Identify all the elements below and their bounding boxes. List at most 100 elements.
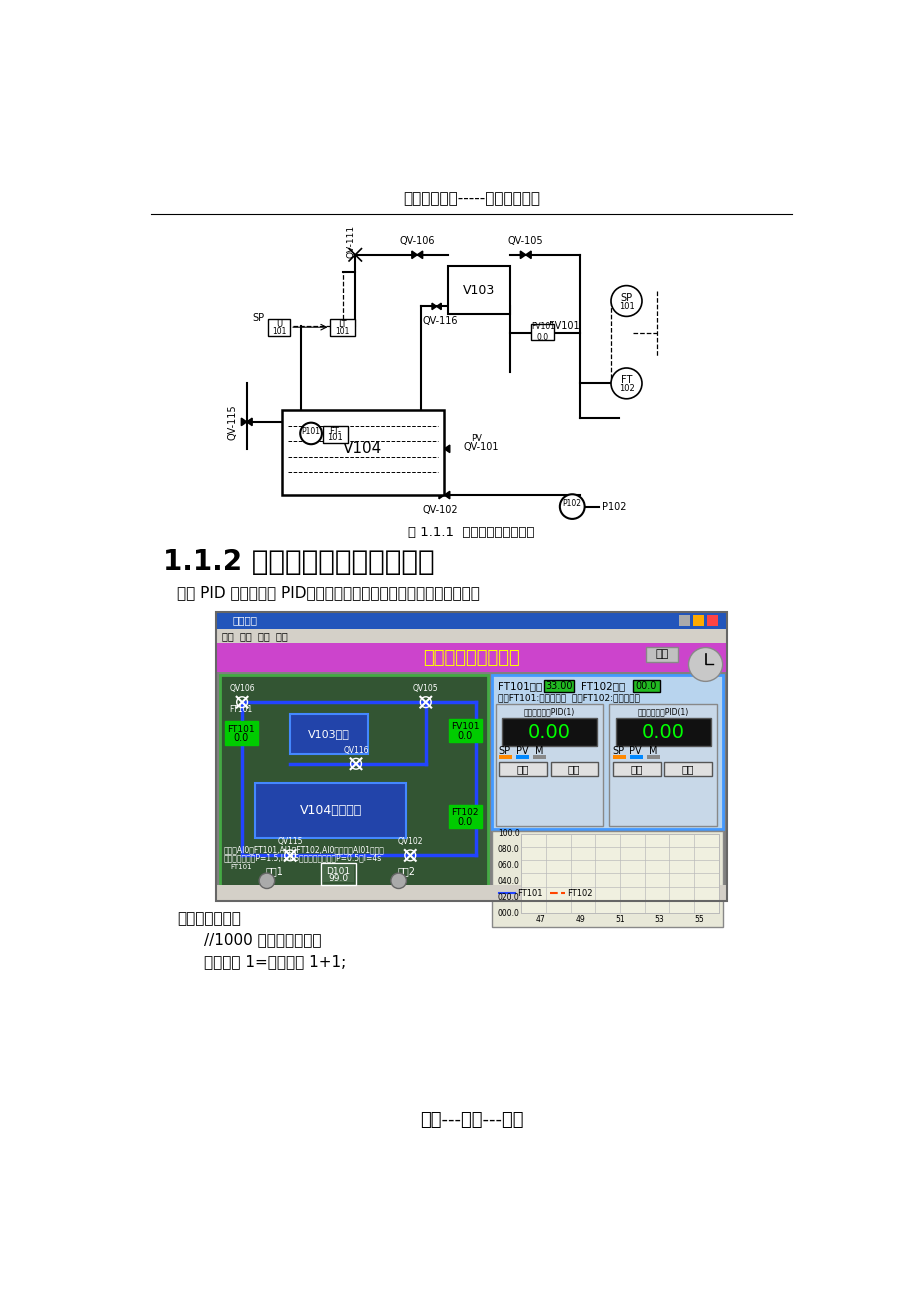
Text: 040.0: 040.0 [497,878,519,885]
Text: 49: 49 [575,915,584,924]
Text: QV-101: QV-101 [463,443,499,452]
Text: PV: PV [471,435,482,443]
Text: 99.0: 99.0 [328,874,348,883]
Text: 33.00: 33.00 [545,681,573,691]
Text: 参数: 参数 [567,764,580,775]
Text: 返回: 返回 [655,650,668,659]
Circle shape [300,423,322,444]
Text: V104: V104 [343,441,382,456]
Bar [613,762,660,776]
Text: FT101目标: FT101目标 [497,681,541,691]
Text: 支路2: 支路2 [397,866,415,876]
Text: QV-111: QV-111 [346,224,355,258]
Text: QV115: QV115 [278,837,302,846]
Text: SP: SP [612,746,624,755]
Bar [615,719,710,746]
Text: 51: 51 [615,915,624,924]
Text: M: M [534,746,542,755]
Text: FV101: FV101 [549,320,579,331]
Bar [323,866,353,883]
Circle shape [687,647,721,681]
Text: 100.0: 100.0 [497,829,519,838]
Text: 101: 101 [272,327,286,336]
Polygon shape [437,303,441,310]
Text: 自动: 自动 [630,764,642,775]
Text: 图 1.1.1  程序控制流量流程图: 图 1.1.1 程序控制流量流程图 [408,526,534,539]
Text: FT-: FT- [329,427,341,436]
Text: 0.00: 0.00 [641,723,684,742]
Text: FT102: FT102 [451,807,479,816]
Bar [632,680,659,693]
Bar [281,410,444,495]
Bar [692,615,703,626]
Text: 1.1.2 算法实现和关键操作步骤: 1.1.2 算法实现和关键操作步骤 [163,548,434,575]
Text: 47: 47 [536,915,545,924]
Text: 101: 101 [335,327,349,336]
Polygon shape [438,491,444,499]
Text: 101: 101 [618,302,634,311]
Bar [448,805,481,828]
Polygon shape [417,251,422,259]
Bar [550,762,597,776]
Bar [491,676,722,829]
Bar [321,863,356,884]
Text: 专心---专注---专业: 专心---专注---专业 [419,1112,523,1129]
Text: QV102: QV102 [397,837,423,846]
Text: 060.0: 060.0 [497,861,519,870]
Text: 画面  特殊  调试  关于: 画面 特殊 调试 关于 [221,631,288,641]
Bar [645,647,677,663]
Text: PV: PV [629,746,641,755]
Bar [216,643,726,901]
Text: LT: LT [338,320,346,329]
Text: QV-105: QV-105 [507,236,543,246]
Bar [495,704,603,827]
Text: FT102目标: FT102目标 [580,681,624,691]
Text: FV101
0.0: FV101 0.0 [530,322,554,341]
Text: 020.0: 020.0 [497,893,519,902]
Polygon shape [535,329,540,337]
Polygon shape [438,445,444,453]
Text: 计算机程序控制实验: 计算机程序控制实验 [423,648,519,667]
Bar [330,319,355,336]
Text: 102: 102 [618,384,634,393]
Bar [530,324,554,340]
Bar [225,721,257,745]
Polygon shape [412,251,417,259]
Bar [613,755,625,759]
Text: P102: P102 [562,499,581,508]
Text: 超频配置智能PID(1): 超频配置智能PID(1) [523,708,574,716]
Bar [520,833,718,913]
Bar [491,831,722,927]
Text: SP: SP [252,312,264,323]
Text: FT102: FT102 [567,889,593,897]
Bar [501,719,596,746]
Text: QV106: QV106 [229,684,255,693]
Text: 0.0: 0.0 [457,730,472,741]
Text: QV116: QV116 [343,746,369,755]
Bar [448,267,510,314]
Polygon shape [241,418,246,426]
Text: FT101: FT101 [227,725,255,733]
Text: 参数: 参数 [681,764,694,775]
Text: QV-106: QV-106 [399,236,435,246]
Text: 运行系统: 运行系统 [233,616,257,625]
Text: PV: PV [515,746,528,755]
Polygon shape [444,491,449,499]
Bar [323,426,347,443]
Bar [268,319,289,336]
Bar [608,704,717,827]
Text: QV-115: QV-115 [227,404,237,440]
Text: V104大储水箱: V104大储水箱 [300,805,361,818]
Text: 采用 PID 控制。两个 PID，但是程序控制其给定值。界面如图所示。: 采用 PID 控制。两个 PID，但是程序控制其给定值。界面如图所示。 [176,586,480,600]
Bar [544,680,573,693]
Bar [630,755,642,759]
Bar [221,676,487,898]
Text: V103: V103 [462,284,494,297]
Polygon shape [520,251,525,259]
Text: P101: P101 [301,427,320,436]
Bar [216,885,726,901]
Text: 注意：AI0接FT101,AI1接FT102,AI0变频器，AI01调节阀: 注意：AI0接FT101,AI1接FT102,AI0变频器，AI01调节阀 [223,845,384,854]
Text: 101: 101 [327,432,343,441]
Text: M: M [648,746,656,755]
Bar [499,762,546,776]
